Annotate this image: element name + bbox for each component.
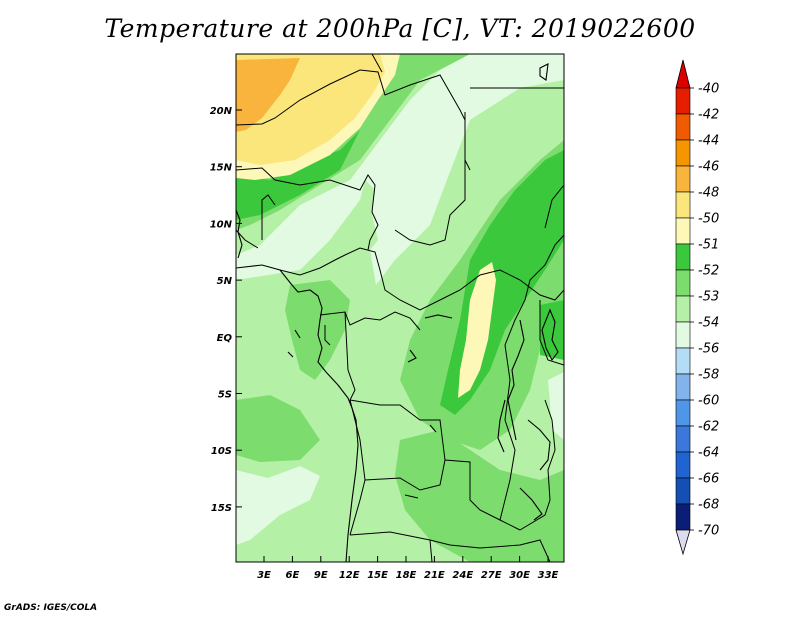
colorbar-label: -56: [698, 342, 719, 357]
map-frame: [235, 53, 565, 563]
colorbar-swatch: [675, 373, 691, 401]
colorbar: -40 -42 -44 -46 -48 -50 -51 -52 -53 -54 -56 -58 -60 -…: [675, 59, 719, 556]
lon-tick-label: 12E: [339, 570, 360, 581]
colorbar-swatch: [675, 347, 691, 375]
lon-tick-label: 27E: [481, 570, 502, 581]
colorbar-label: -46: [698, 160, 719, 175]
lon-tick-label: 6E: [286, 570, 300, 581]
colorbar-label: -60: [698, 394, 719, 409]
colorbar-label: -53: [698, 290, 719, 305]
map-title: Temperature at 200hPa [C], VT: 201902260…: [104, 14, 696, 43]
lat-tick-label: EQ: [217, 333, 233, 344]
latitude-axis: 20N 15N 10N 5N EQ 5S 10S 15S: [210, 106, 242, 514]
colorbar-label: -62: [698, 420, 719, 435]
temp-field-light-cyan-west: [236, 466, 320, 545]
colorbar-swatch: [675, 87, 691, 115]
lat-tick-label: 10S: [211, 446, 232, 457]
credit-text: GrADS: IGES/COLA: [4, 603, 98, 613]
colorbar-swatch: [675, 165, 691, 193]
colorbar-min-triangle: [675, 529, 691, 556]
lon-tick-label: 33E: [538, 570, 559, 581]
colorbar-swatch: [675, 425, 691, 453]
colorbar-label: -58: [698, 368, 719, 383]
colorbar-swatch: [675, 295, 691, 323]
lat-tick-label: 10N: [210, 219, 233, 230]
lon-tick-label: 30E: [509, 570, 530, 581]
lon-tick-label: 9E: [314, 570, 328, 581]
colorbar-label: -64: [698, 446, 719, 461]
colorbar-label: -50: [698, 212, 719, 227]
lat-tick-label: 20N: [210, 106, 233, 117]
colorbar-swatch: [675, 191, 691, 219]
colorbar-swatch: [675, 217, 691, 245]
lon-tick-label: 15E: [367, 570, 388, 581]
map-area: [236, 54, 564, 562]
colorbar-label: -52: [698, 264, 719, 279]
colorbar-label: -51: [698, 238, 719, 253]
colorbar-label: -68: [698, 498, 719, 513]
lat-tick-label: 15S: [211, 503, 232, 514]
country-borders: [236, 54, 564, 562]
coastlines: [236, 63, 559, 562]
longitude-axis: 3E 6E 9E 12E 15E 18E 21E 24E 27E 30E 33E: [257, 556, 559, 581]
temp-field-pale-yellow-rift: [458, 262, 496, 398]
lon-tick-label: 18E: [396, 570, 417, 581]
colorbar-max-triangle: [675, 59, 691, 89]
colorbar-swatch: [675, 269, 691, 297]
colorbar-swatch: [675, 477, 691, 505]
temp-field-medium-green-coast: [285, 280, 350, 380]
colorbar-label: -54: [698, 316, 719, 331]
temp-field-light-cyan: [236, 54, 564, 285]
colorbar-swatch: [675, 399, 691, 427]
temp-field-orange-sahara: [236, 58, 300, 132]
temp-field-dark-green-lake: [540, 300, 564, 360]
lon-tick-label: 3E: [257, 570, 271, 581]
temp-field-medium-green-southwest: [236, 395, 320, 462]
colorbar-swatch: [675, 321, 691, 349]
lat-tick-label: 5S: [218, 390, 232, 401]
colorbar-swatch: [675, 503, 691, 531]
colorbar-swatch: [675, 243, 691, 271]
lat-tick-label: 5N: [217, 276, 233, 287]
colorbar-swatch: [675, 139, 691, 167]
lon-tick-label: 24E: [452, 570, 473, 581]
colorbar-label: -42: [698, 108, 719, 123]
colorbar-label: -48: [698, 186, 719, 201]
lat-tick-label: 15N: [210, 163, 233, 174]
colorbar-label: -44: [698, 134, 719, 149]
colorbar-swatch: [675, 113, 691, 141]
colorbar-swatch: [675, 451, 691, 479]
colorbar-label: -40: [698, 82, 719, 97]
colorbar-label: -70: [698, 524, 719, 539]
temp-field-dark-green-sahel: [236, 130, 360, 220]
lon-tick-label: 21E: [424, 570, 445, 581]
colorbar-label: -66: [698, 472, 719, 487]
